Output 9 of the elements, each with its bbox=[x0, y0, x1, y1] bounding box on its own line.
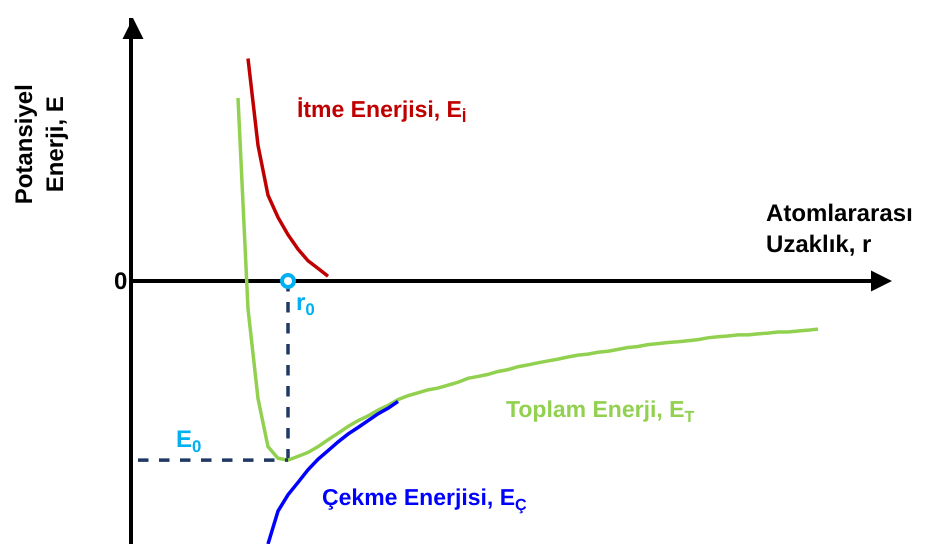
series-label: Toplam Enerji, E$_{T}$ bbox=[506, 396, 694, 426]
text: 0 bbox=[114, 268, 128, 295]
series-label: Çekme Enerjisi, E$_{Ç}$ bbox=[322, 484, 528, 514]
annotation: 0 bbox=[192, 437, 202, 456]
series-label: İtme Enerjisi, E$_{İ}$ bbox=[297, 96, 466, 126]
text: E bbox=[176, 426, 192, 453]
y-axis-title: Potansiyel Enerji, E bbox=[10, 84, 69, 204]
x-axis-title: Atomlararası Uzaklık, r bbox=[766, 200, 913, 258]
annotation: r$_{0}$ bbox=[296, 289, 315, 320]
